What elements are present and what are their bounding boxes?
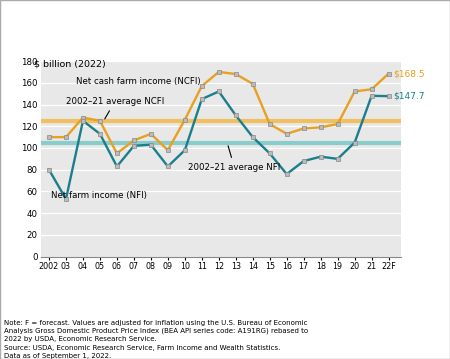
Text: 2002–22F: 2002–22F [5,39,64,49]
Text: $ billion (2022): $ billion (2022) [34,59,105,68]
Text: Note: F = forecast. Values are adjusted for inflation using the U.S. Bureau of E: Note: F = forecast. Values are adjusted … [4,320,309,359]
Text: 2002–21 average NCFI: 2002–21 average NCFI [66,97,164,119]
Text: 2002–21 average NFI: 2002–21 average NFI [188,146,280,172]
Text: $168.5: $168.5 [393,69,424,78]
Text: Net farm income (NFI): Net farm income (NFI) [51,191,147,200]
Text: Net cash farm income (NCFI): Net cash farm income (NCFI) [76,77,201,86]
Text: $147.7: $147.7 [393,92,424,101]
Text: U.S. net farm income and net cash farm income, inflation adjusted,: U.S. net farm income and net cash farm i… [5,15,418,25]
